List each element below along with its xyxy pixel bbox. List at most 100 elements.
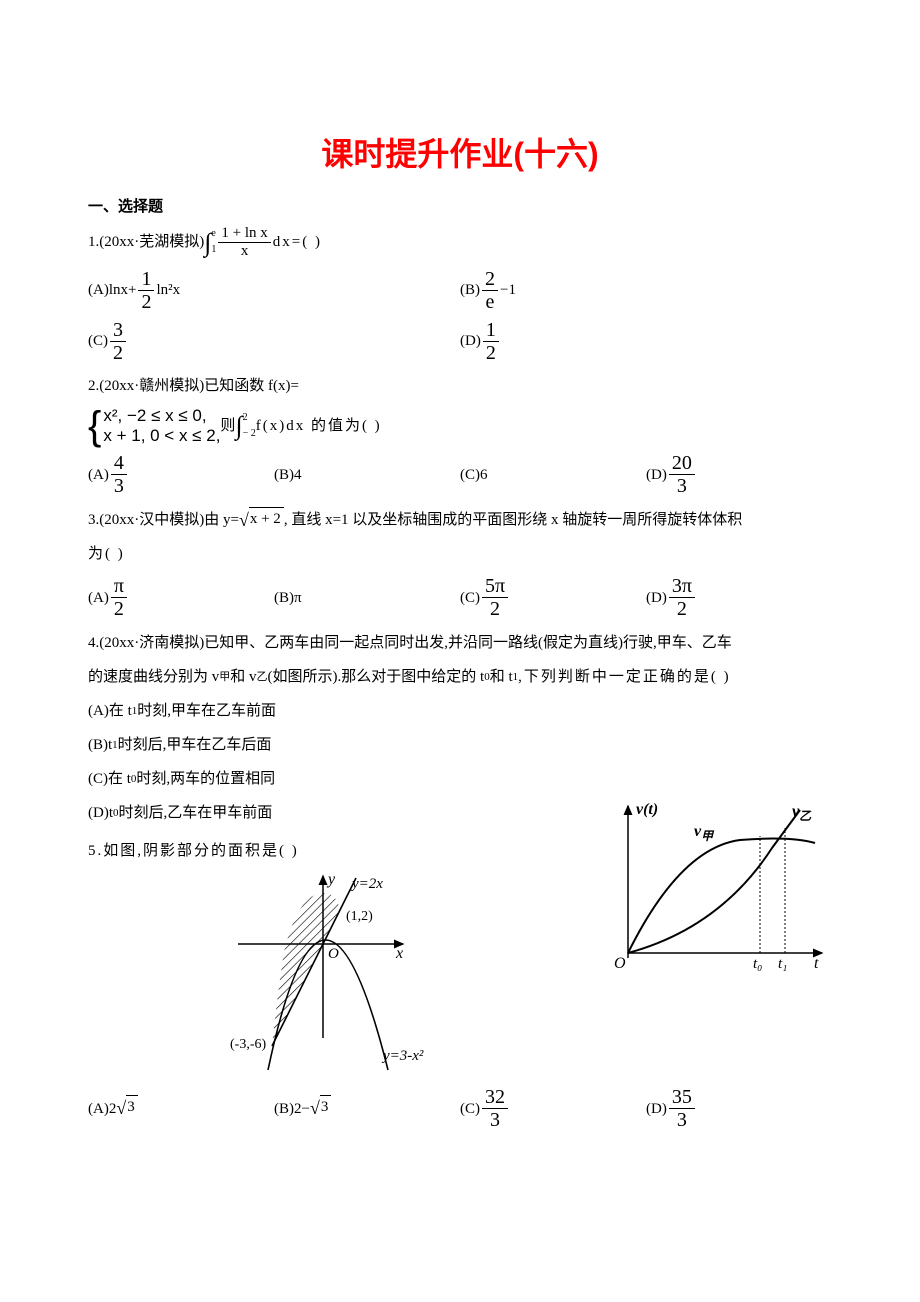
txt: (A)在 t [88,700,132,723]
ans-label: (A)2 [88,1098,116,1121]
frac-den: 3 [674,1109,690,1131]
txt: 时刻后,乙车在甲车前面 [119,802,273,825]
q1-prefix: 1.(20xx·芜湖模拟) [88,231,204,254]
txt: 时刻,甲车在乙车前面 [137,700,276,723]
q2-suffix: f(x)dx 的值为( ) [256,415,382,438]
question-4: 4.(20xx·济南模拟)已知甲、乙两车由同一起点同时出发,并沿同一路线(假定为… [88,628,578,828]
ans-post: ln²x [156,279,180,302]
int-lower: − 2 [243,429,256,439]
txt: 时刻后,甲车在乙车后面 [118,734,272,757]
t0-label: t₀ [753,956,762,972]
integrand-fraction: 1 + ln x x [218,225,270,259]
frac-num: 1 + ln x [218,225,270,243]
frac-num: 5π [482,575,508,598]
frac-den: 2 [111,598,127,620]
ans-label: (D) [646,587,667,610]
frac-den: 3 [487,1109,503,1131]
q4-line1: 4.(20xx·济南模拟)已知甲、乙两车由同一起点同时出发,并沿同一路线(假定为… [88,632,732,655]
axis-x-label: x [395,945,403,962]
q1-ans-c: (C) 32 [88,319,460,364]
int-upper: 2 [243,413,256,423]
frac-num: 35 [669,1086,695,1109]
frac-num: 1 [483,319,499,342]
frac-den: 2 [483,342,499,364]
q3-prefix: 3.(20xx·汉中模拟)由 y= [88,509,239,532]
curve1-label: v甲 [694,823,715,843]
q5-ans-a: (A)2 √3 [88,1087,274,1131]
axis-y-label: v(t) [636,801,658,818]
piece-1: x², −2 ≤ x ≤ 0, [103,406,220,426]
q4-ans-b: (B)t1时刻后,甲车在乙车后面 [88,730,578,760]
t1-label: t₁ [778,956,787,972]
q2-ans-a: (A) 43 [88,452,274,497]
integral-limits: e 1 [211,229,216,255]
section-heading: 一、选择题 [88,196,832,219]
frac-den: 2 [110,342,126,364]
integral-sign: ∫ [204,223,211,262]
frac-den: e [483,291,498,313]
q2-ans-d: (D) 203 [646,452,832,497]
frac-den: 2 [674,598,690,620]
sqrt-body: 3 [320,1095,332,1119]
question-2: 2.(20xx·赣州模拟)已知函数 f(x)= { x², −2 ≤ x ≤ 0… [88,372,832,498]
ans-label: (A)lnx+ [88,279,136,302]
brace-icon: { [88,408,101,444]
question-1: 1.(20xx·芜湖模拟) ∫ e 1 1 + ln x x dx=( ) (A… [88,223,832,364]
sub: 甲 [219,669,230,686]
piecewise-function: { x², −2 ≤ x ≤ 0, x + 1, 0 < x ≤ 2, [88,406,220,447]
q3-line2: 为( ) [88,543,125,566]
q4-l2b: 和 v [230,666,256,689]
q1-ans-b: (B) 2e −1 [460,268,832,313]
q3-ans-b: (B)π [274,576,460,620]
int-lower: 1 [211,245,216,255]
q5-ans-c: (C) 323 [460,1086,646,1131]
q1-suffix: dx=( ) [273,231,322,254]
integral-limits: 2 − 2 [243,413,256,439]
ans-label: (A) [88,464,109,487]
parabola-chart: y x O y=2x y=3-x² (1,2) (-3,-6) [228,870,468,1080]
q3-ans-d: (D) 3π2 [646,575,832,620]
txt: (D)t [88,802,113,825]
q5-prefix: 5.如图,阴影部分的面积是( ) [88,840,299,863]
sqrt-body: x + 2 [249,507,284,531]
int-upper: e [211,229,216,239]
frac-den: 2 [487,598,503,620]
q2-ans-b: (B)4 [274,453,460,497]
page-title: 课时提升作业(十六) [88,130,832,178]
q4-ans-a: (A)在 t1时刻,甲车在乙车前面 [88,696,578,726]
parabola-label: y=3-x² [381,1048,424,1064]
frac-den: x [238,243,252,260]
sqrt-icon: √ [239,507,249,534]
ans-label: (B) [460,279,480,302]
sub: 乙 [257,669,268,686]
txt: (B)t [88,734,112,757]
q3-ans-c: (C) 5π2 [460,575,646,620]
frac-num: 20 [669,452,695,475]
frac-num: π [111,575,127,598]
q2-prefix: 2.(20xx·赣州模拟)已知函数 f(x)= [88,375,299,398]
origin-label: O [614,955,626,972]
ans-post: −1 [500,279,516,302]
ans-label: (D) [460,330,481,353]
q5-ans-d: (D) 353 [646,1086,832,1131]
q3-mid: , 直线 x=1 以及坐标轴围成的平面图形绕 x 轴旋转一周所得旋转体体积 [284,509,742,532]
frac-den: 3 [674,475,690,497]
point-1: (1,2) [346,909,373,924]
piece-2: x + 1, 0 < x ≤ 2, [103,426,220,446]
ans-label: (D) [646,1098,667,1121]
frac-num: 32 [482,1086,508,1109]
velocity-chart: v(t) t O v甲 v乙 t₀ t₁ [600,798,832,978]
ans-label: (B)2− [274,1098,310,1121]
q1-ans-d: (D) 12 [460,319,832,364]
q4-ans-c: (C)在 t0时刻,两车的位置相同 [88,764,578,794]
q3-ans-a: (A) π2 [88,575,274,620]
frac-den: 3 [111,475,127,497]
axis-y-label: y [326,871,336,888]
line-label: y=2x [350,876,383,892]
frac-num: 3 [110,319,126,342]
sqrt-expr: √ x + 2 [239,507,284,534]
q4-l2a: 的速度曲线分别为 v [88,666,219,689]
axis-x-label: t [814,955,819,972]
q2-mid: 则 [220,415,235,438]
ans-label: (C) [460,1098,480,1121]
